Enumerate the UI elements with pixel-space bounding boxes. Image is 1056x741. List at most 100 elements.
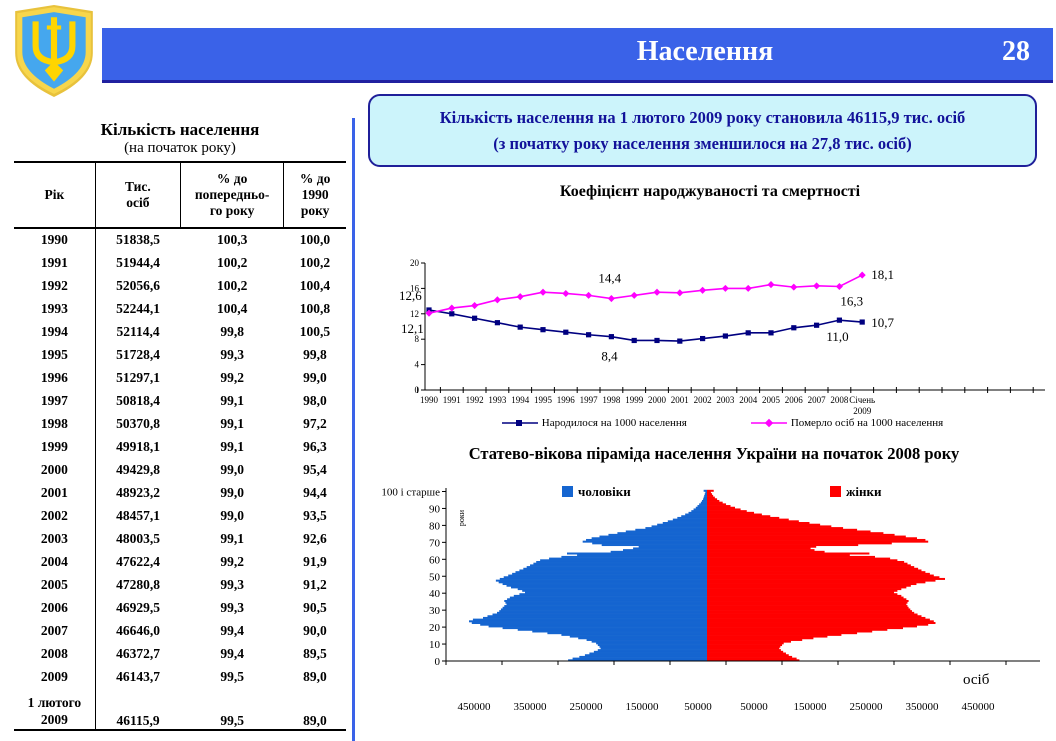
svg-text:2004: 2004 <box>739 395 758 405</box>
pyramid-x-tick-label: 450000 <box>961 701 995 713</box>
cell-value: 99,5 <box>220 669 244 685</box>
table-row: 2006 46929,5 99,3 90,5 <box>14 596 346 620</box>
cell-value: 99,0 <box>220 485 244 501</box>
cell-year: 2000 <box>14 458 96 482</box>
cell-value: 97,2 <box>303 416 327 432</box>
cell-value: 99,8 <box>303 347 327 363</box>
svg-text:Січень: Січень <box>849 395 875 405</box>
svg-text:10,7: 10,7 <box>871 315 894 330</box>
cell-value: 100,2 <box>216 278 248 294</box>
table-row: 2005 47280,8 99,3 91,2 <box>14 573 346 597</box>
cell-value: 93,5 <box>303 508 327 524</box>
population-summary-callout: Кількість населення на 1 лютого 2009 рок… <box>368 94 1037 167</box>
svg-text:50: 50 <box>429 571 441 583</box>
svg-text:80: 80 <box>429 520 441 532</box>
svg-text:30: 30 <box>429 605 441 617</box>
svg-text:1993: 1993 <box>488 395 507 405</box>
diamond-marker-icon <box>750 418 787 428</box>
cell-year: 2003 <box>14 527 96 551</box>
table-row: 1996 51297,1 99,2 99,0 <box>14 366 346 390</box>
cell-value: 90,5 <box>303 600 327 616</box>
cell-year: 1997 <box>14 389 96 413</box>
cell-value: 100,0 <box>299 232 331 248</box>
pyramid-x-tick-label: 250000 <box>849 701 883 713</box>
cell-value: 52056,6 <box>116 278 161 294</box>
cell-value: 91,2 <box>303 577 327 593</box>
table-row: 2000 49429,8 99,0 95,4 <box>14 458 346 482</box>
cell-value: 99,4 <box>220 646 244 662</box>
callout-line2: (з початку року населення зменшилося на … <box>493 133 912 153</box>
svg-text:10: 10 <box>429 639 441 651</box>
svg-text:90: 90 <box>429 503 441 515</box>
cell-value: 99,3 <box>220 577 244 593</box>
cell-value: 90,0 <box>303 623 327 639</box>
cell-value: 94,4 <box>303 485 327 501</box>
cell-year: 1 лютого 2009 <box>14 688 96 731</box>
svg-text:16: 16 <box>410 283 420 293</box>
svg-text:12,6: 12,6 <box>399 288 422 303</box>
cell-value: 100,4 <box>299 278 331 294</box>
cell-value: 92,6 <box>303 531 327 547</box>
legend-label: Народилося на 1000 населення <box>541 417 687 429</box>
svg-text:8,4: 8,4 <box>601 349 618 364</box>
svg-text:8: 8 <box>415 334 420 344</box>
pyramid-x-tick-label: 50000 <box>740 701 768 713</box>
cell-value: 100,4 <box>216 301 248 317</box>
table-subtitle: (на початок року) <box>124 139 236 156</box>
cell-value: 95,4 <box>303 462 327 478</box>
table-row: 1 лютого 2009 46115,9 99,5 89,0 <box>14 688 346 731</box>
pyramid-x-axis-labels: 450000 350000 250000 150000 50000 50000 150000… <box>380 701 1056 715</box>
table-row: 1998 50370,8 99,1 97,2 <box>14 412 346 436</box>
cell-value: 99,3 <box>220 600 244 616</box>
legend-label: Померло осіб на 1000 населення <box>790 417 944 429</box>
cell-year: 2005 <box>14 573 96 597</box>
table-row: 1999 49918,1 99,1 96,3 <box>14 435 346 459</box>
pyramid-x-tick-label: 150000 <box>793 701 827 713</box>
svg-text:20: 20 <box>429 622 441 634</box>
table-row: 1995 51728,4 99,3 99,8 <box>14 343 346 367</box>
cell-value: 52244,1 <box>116 301 161 317</box>
col-header-pct-prev: % до попередньо- го року <box>179 160 284 229</box>
cell-value: 99,3 <box>220 347 244 363</box>
cell-value: 46143,7 <box>116 669 161 685</box>
svg-text:роки: роки <box>457 509 466 526</box>
cell-value: 100,8 <box>299 301 331 317</box>
cell-year: 1994 <box>14 320 96 344</box>
legend-item: Померло осіб на 1000 населення <box>750 417 944 429</box>
table-row: 2007 46646,0 99,4 90,0 <box>14 619 346 643</box>
cell-value: 91,9 <box>303 554 327 570</box>
svg-text:20: 20 <box>410 258 420 268</box>
svg-text:0: 0 <box>435 656 441 668</box>
svg-text:4: 4 <box>415 360 420 370</box>
cell-year: 1991 <box>14 251 96 275</box>
svg-text:жінки: жінки <box>846 484 882 499</box>
cell-value: 52114,4 <box>116 324 160 340</box>
table-row: 2009 46143,7 99,5 89,0 <box>14 665 346 689</box>
cell-value: 99,1 <box>220 531 244 547</box>
cell-value: 98,0 <box>303 393 327 409</box>
svg-text:40: 40 <box>429 588 441 600</box>
table-row: 1992 52056,6 100,2 100,4 <box>14 274 346 298</box>
svg-text:11,0: 11,0 <box>826 329 848 344</box>
col-header-year: Рік <box>14 160 96 229</box>
cell-value: 100,3 <box>216 232 248 248</box>
svg-text:1994: 1994 <box>511 395 530 405</box>
svg-text:2009: 2009 <box>853 406 872 416</box>
svg-text:1990: 1990 <box>420 395 439 405</box>
table-row: 2004 47622,4 99,2 91,9 <box>14 550 346 574</box>
svg-text:2001: 2001 <box>671 395 689 405</box>
population-table: Рік Тис. осіб % до попередньо- го року %… <box>14 160 346 731</box>
cell-value: 46929,5 <box>116 600 161 616</box>
legend-item: Народилося на 1000 населення <box>501 417 687 429</box>
cell-value: 51838,5 <box>116 232 161 248</box>
header-bar <box>102 28 1053 83</box>
pyramid-x-tick-label: 250000 <box>569 701 603 713</box>
col-header-pct-1990: % до 1990 року <box>283 160 346 229</box>
svg-text:2008: 2008 <box>830 395 849 405</box>
svg-text:60: 60 <box>429 554 441 566</box>
cell-value: 48923,2 <box>116 485 161 501</box>
svg-text:2005: 2005 <box>762 395 781 405</box>
cell-value: 48003,5 <box>116 531 161 547</box>
svg-text:12: 12 <box>410 309 419 319</box>
